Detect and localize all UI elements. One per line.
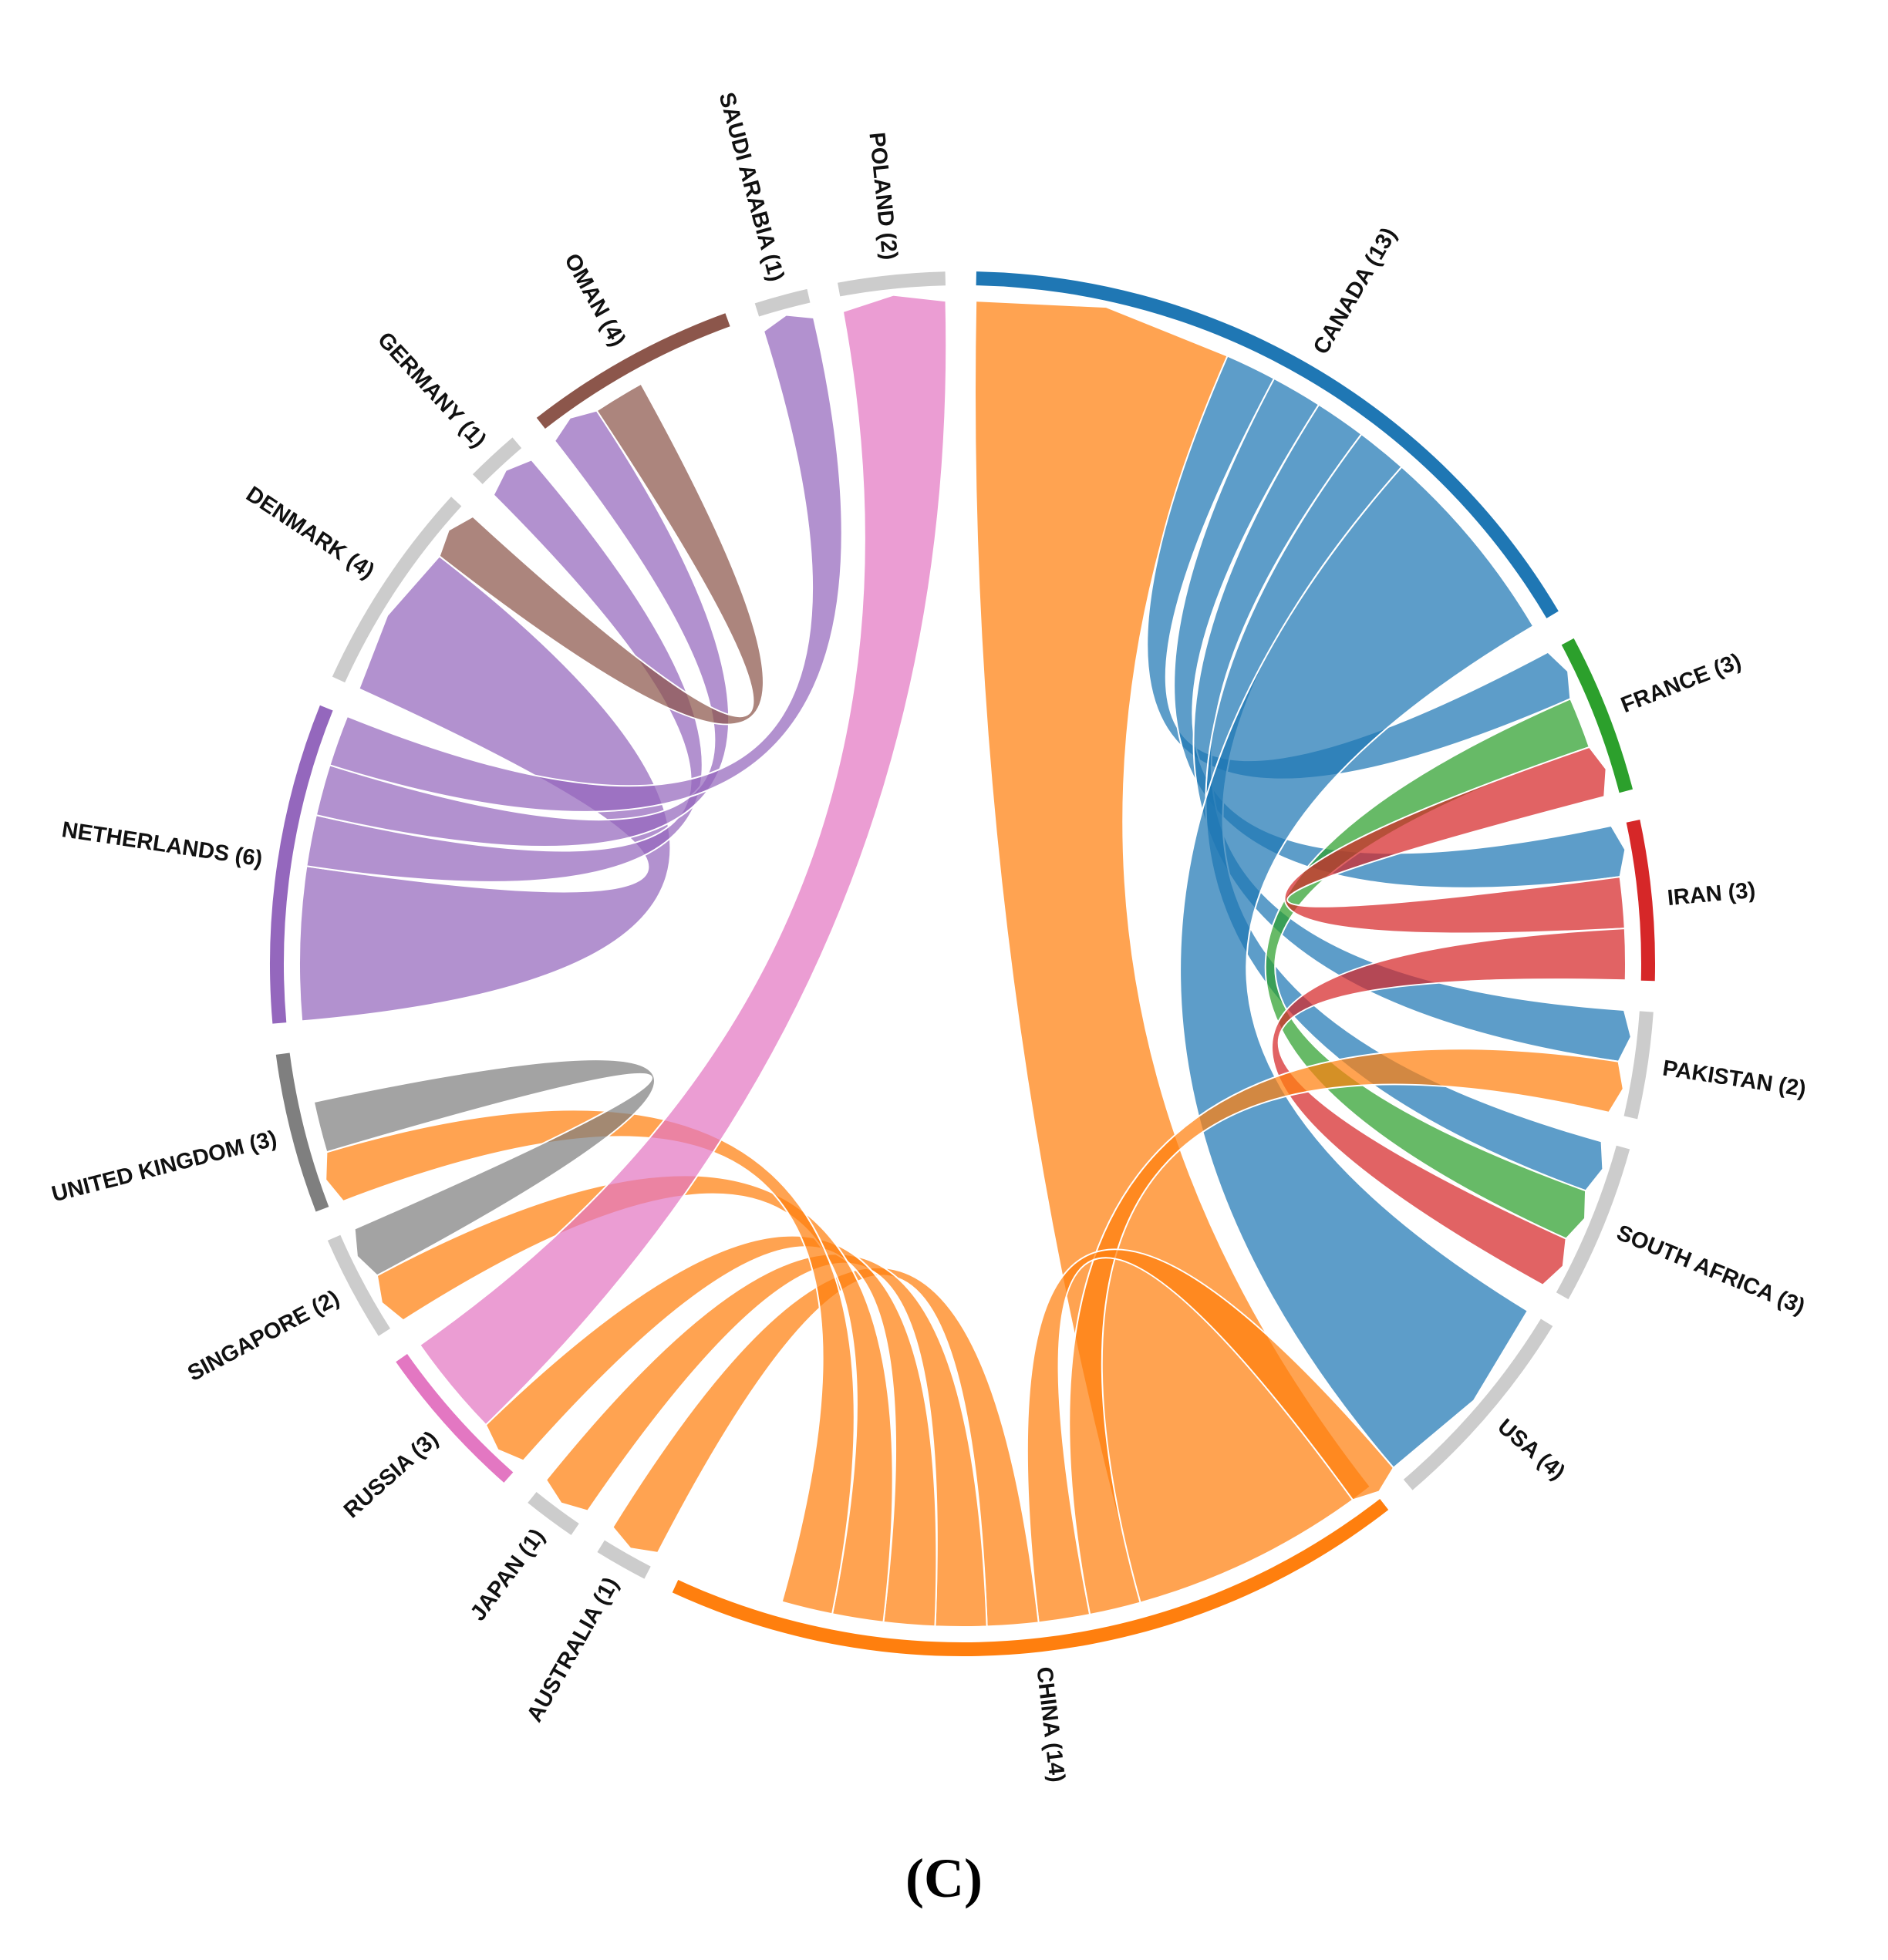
node-label: IRAN (3)	[1667, 878, 1757, 911]
ribbon-netherlands-denmark	[298, 554, 672, 1022]
arc-pakistan	[1623, 1011, 1654, 1120]
node-label: SAUDI ARABIA (1)	[713, 89, 788, 284]
node-label: GERMANY (1)	[373, 328, 491, 453]
node-label: CANADA (13)	[1309, 224, 1401, 359]
arc-united-kingdom	[275, 1052, 329, 1212]
ribbon-china-russia	[484, 1234, 938, 1628]
ribbon-canada-iran	[1173, 377, 1627, 889]
ribbon-china-japan	[544, 1253, 988, 1628]
ribbon-netherlands-saudi-arabia	[329, 314, 843, 813]
node-label: JAPAN (1)	[466, 1524, 550, 1625]
ribbon-canada-pakistan	[1192, 403, 1632, 1063]
arc-layer	[270, 271, 1656, 1656]
ribbon-canada-france	[1146, 355, 1572, 780]
ribbon-china-pakistan	[1068, 1048, 1624, 1616]
arc-france	[1561, 638, 1633, 793]
ribbon-china-united-kingdom	[325, 1109, 855, 1615]
ribbon-china-singapore	[376, 1174, 894, 1623]
ribbon-china-australia	[612, 1266, 1040, 1628]
ribbon-canada-usa	[1179, 466, 1535, 1470]
ribbon-iran-south-africa	[1271, 928, 1627, 1286]
node-label: USA (4)	[1493, 1414, 1570, 1485]
node-label: UNITED KINGDOM (3)	[49, 1126, 279, 1207]
arc-japan	[528, 1491, 579, 1535]
arc-netherlands	[270, 705, 333, 1024]
ribbon-oman-denmark	[438, 382, 764, 726]
ribbon-russia-poland	[418, 294, 948, 1426]
ribbon-netherlands-germany	[305, 459, 703, 883]
arc-singapore	[327, 1234, 390, 1336]
panel-label: (C)	[905, 1847, 983, 1909]
arc-australia	[597, 1540, 651, 1579]
ribbon-iran-france	[1283, 746, 1626, 935]
ribbon-china-usa	[1026, 1248, 1395, 1624]
arc-iran	[1626, 819, 1656, 982]
node-label: RUSSIA (3)	[339, 1426, 443, 1523]
node-label: FRANCE (3)	[1617, 649, 1745, 719]
arc-germany	[472, 437, 522, 484]
ribbon-united-kingdom-singapore	[312, 1059, 656, 1277]
arc-poland	[838, 271, 946, 297]
arc-denmark	[332, 497, 462, 683]
arc-usa	[1403, 1318, 1553, 1490]
node-label: OMAN (4)	[559, 250, 630, 351]
node-label: SINGAPORE (2)	[184, 1285, 343, 1386]
arc-south-africa	[1556, 1145, 1630, 1300]
arc-saudi-arabia	[754, 288, 811, 317]
ribbon-layer	[298, 294, 1632, 1628]
arc-oman	[536, 313, 730, 429]
node-label: CHINA (14)	[1031, 1665, 1069, 1783]
node-label: DENMARK (4)	[241, 482, 379, 584]
node-label: NETHERLANDS (6)	[60, 817, 264, 871]
node-label: PAKISTAN (2)	[1661, 1056, 1808, 1102]
node-label: POLAND (2)	[864, 131, 902, 261]
node-label: SOUTH AFRICA (3)	[1613, 1221, 1809, 1319]
arc-russia	[396, 1353, 514, 1483]
node-label: AUSTRALIA (1)	[522, 1573, 624, 1726]
ribbon-netherlands-oman	[315, 409, 730, 847]
